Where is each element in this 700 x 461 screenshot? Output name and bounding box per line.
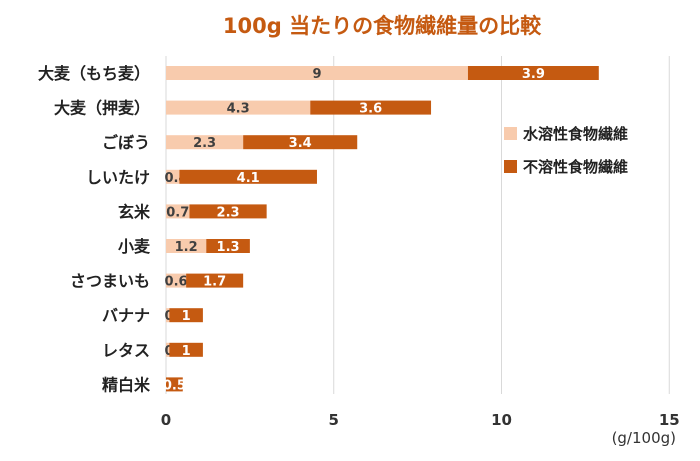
legend-swatch-soluble (504, 127, 517, 140)
category-label: 大麦（押麦） (54, 99, 150, 118)
insoluble-data-label: 1 (182, 344, 191, 359)
insoluble-fiber-bar (243, 135, 358, 150)
category-label: バナナ (102, 306, 150, 325)
soluble-fiber-bar (166, 66, 468, 80)
insoluble-fiber-bar (467, 66, 599, 80)
soluble-fiber-bar (166, 239, 207, 253)
insoluble-fiber-bar (166, 377, 183, 392)
category-label: さつまいも (70, 272, 150, 291)
legend-swatch-insoluble (504, 160, 517, 173)
insoluble-fiber-bar (179, 169, 317, 184)
category-label: ごぼう (102, 133, 150, 152)
soluble-fiber-bar (166, 273, 187, 288)
x-tick-label: 10 (491, 411, 512, 429)
insoluble-fiber-bar (186, 273, 244, 288)
category-label: 大麦（もち麦） (38, 64, 150, 83)
category-label: 精白米 (102, 375, 151, 394)
soluble-data-label: 9 (312, 67, 321, 82)
chart-title: 100g 当たりの食物繊維量の比較 (223, 14, 542, 38)
insoluble-fiber-bar (310, 100, 432, 115)
category-label: 小麦 (118, 237, 151, 256)
insoluble-fiber-bar (169, 308, 203, 323)
soluble-data-label: 4.3 (227, 102, 250, 117)
category-label: 玄米 (118, 202, 151, 221)
x-axis-ticks: 0 5 10 15 (161, 411, 680, 429)
soluble-fiber-bar (166, 308, 170, 323)
insoluble-data-label: 1.7 (203, 275, 226, 290)
insoluble-fiber-bar (206, 239, 250, 253)
insoluble-fiber-bar (189, 204, 267, 219)
bars: 9 3.94.3 3.62.3 3.40.4 4.10.7 2.31.2 1.30.6 1.7… (163, 66, 599, 393)
soluble-data-label: 1.2 (175, 240, 198, 255)
soluble-fiber-bar (166, 169, 180, 184)
insoluble-data-label: 1.3 (217, 240, 240, 255)
insoluble-data-label: 1 (182, 309, 191, 324)
soluble-data-label: 2.3 (193, 136, 216, 151)
soluble-fiber-bar (166, 100, 311, 115)
insoluble-data-label: 0.5 (163, 378, 186, 393)
category-label: レタス (102, 341, 150, 360)
unit-label: (g/100g) (612, 429, 676, 447)
soluble-fiber-bar (166, 204, 190, 219)
soluble-data-label: 0.7 (166, 205, 189, 220)
insoluble-fiber-bar (169, 342, 203, 357)
insoluble-data-label: 4.1 (237, 171, 260, 186)
insoluble-data-label: 3.9 (522, 67, 545, 82)
x-tick-label: 0 (161, 411, 171, 429)
soluble-data-label: 0.6 (165, 275, 188, 290)
soluble-fiber-bar (166, 342, 170, 357)
insoluble-data-label: 3.4 (289, 136, 312, 151)
legend-label-insoluble: 不溶性食物繊維 (523, 158, 628, 176)
insoluble-data-label: 3.6 (359, 102, 382, 117)
x-tick-label: 5 (329, 411, 339, 429)
soluble-fiber-bar (166, 135, 244, 150)
x-tick-label: 15 (659, 411, 680, 429)
insoluble-data-label: 2.3 (217, 205, 240, 220)
legend-label-soluble: 水溶性食物繊維 (523, 125, 628, 143)
category-label: しいたけ (86, 168, 150, 187)
